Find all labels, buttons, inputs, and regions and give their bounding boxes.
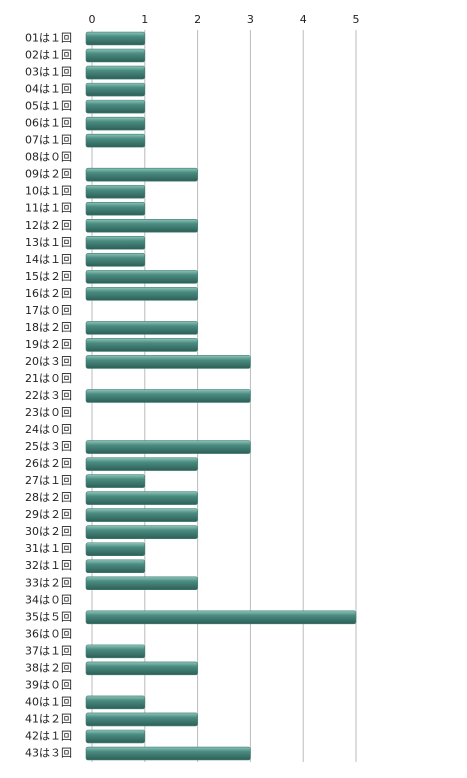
bar — [85, 253, 146, 267]
y-tick-label: 37は１回 — [25, 644, 72, 657]
y-tick-label: 04は１回 — [25, 83, 72, 96]
bar — [85, 661, 198, 676]
x-tick-label: 5 — [353, 13, 360, 26]
bar — [85, 355, 251, 369]
y-tick-label: 16は２回 — [25, 287, 72, 300]
y-tick-label: 15は２回 — [25, 270, 72, 283]
y-tick-label: 12は２回 — [25, 219, 72, 232]
x-tick-label: 3 — [247, 13, 254, 26]
bar — [85, 321, 198, 335]
y-tick-label: 26は２回 — [25, 457, 72, 470]
y-tick-label: 24は０回 — [25, 423, 72, 436]
y-tick-label: 10は１回 — [25, 185, 72, 198]
y-tick-label: 30は２回 — [25, 525, 72, 538]
y-tick-label: 33は２回 — [25, 576, 72, 589]
bar — [85, 338, 198, 352]
bar — [85, 270, 198, 284]
y-tick-label: 29は２回 — [25, 508, 72, 521]
x-tick-label: 2 — [194, 13, 201, 26]
bar — [85, 576, 198, 591]
bar — [85, 491, 198, 505]
y-tick-label: 05は１回 — [25, 100, 72, 113]
y-tick-label: 38は２回 — [25, 661, 72, 674]
bar — [85, 287, 198, 301]
y-tick-label: 32は１回 — [25, 559, 72, 572]
bar — [85, 729, 146, 744]
y-tick-label: 19は２回 — [25, 338, 72, 351]
bar — [85, 167, 198, 182]
y-tick-label: 11は１回 — [25, 202, 72, 215]
y-tick-label: 03は１回 — [25, 66, 72, 79]
bar — [85, 508, 198, 522]
y-tick-label: 23は０回 — [25, 406, 72, 419]
bar — [85, 712, 198, 727]
bar — [85, 48, 146, 63]
bar — [85, 695, 146, 710]
y-tick-label: 28は２回 — [25, 491, 72, 504]
bar — [85, 610, 357, 625]
y-tick-label: 06は１回 — [25, 117, 72, 130]
y-tick-label: 13は１回 — [25, 236, 72, 249]
y-tick-label: 21は０回 — [25, 372, 72, 385]
bar — [85, 116, 146, 131]
bar — [85, 542, 146, 556]
y-tick-label: 36は０回 — [25, 627, 72, 640]
bar — [85, 559, 146, 574]
bar — [85, 644, 146, 659]
y-tick-label: 22は３回 — [25, 389, 72, 402]
y-tick-label: 34は０回 — [25, 593, 72, 606]
y-tick-label: 17は０回 — [25, 304, 72, 317]
y-tick-label: 27は１回 — [25, 474, 72, 487]
y-tick-label: 40は１回 — [25, 695, 72, 708]
y-tick-label: 35は５回 — [25, 610, 72, 623]
x-tick-label: 4 — [300, 13, 307, 26]
bar — [85, 474, 146, 488]
y-tick-label: 09は２回 — [25, 168, 72, 181]
y-tick-label: 25は３回 — [25, 440, 72, 453]
bar — [85, 236, 146, 250]
bar — [85, 184, 146, 199]
bar — [85, 746, 251, 761]
bar — [85, 525, 198, 539]
bar — [85, 201, 146, 216]
y-tick-label: 41は２回 — [25, 712, 72, 725]
y-tick-label: 31は１回 — [25, 542, 72, 555]
bar — [85, 99, 146, 114]
x-tick-label: 1 — [141, 13, 148, 26]
bar — [85, 133, 146, 148]
x-tick-label: 0 — [89, 13, 96, 26]
y-tick-label: 20は３回 — [25, 355, 72, 368]
bar — [85, 440, 251, 454]
y-tick-label: 02は１回 — [25, 49, 72, 62]
bar — [85, 457, 198, 471]
y-tick-label: 42は１回 — [25, 729, 72, 742]
bar — [85, 218, 198, 233]
bar — [85, 82, 146, 97]
y-tick-label: 07は１回 — [25, 134, 72, 147]
y-tick-label: 14は１回 — [25, 253, 72, 266]
y-tick-label: 08は０回 — [25, 151, 72, 164]
y-tick-label: 01は１回 — [25, 32, 72, 45]
bar — [85, 65, 146, 80]
y-tick-label: 39は０回 — [25, 678, 72, 691]
bar — [85, 31, 146, 46]
y-tick-label: 18は２回 — [25, 321, 72, 334]
bar — [85, 389, 251, 403]
y-tick-label: 43は３回 — [25, 746, 72, 759]
